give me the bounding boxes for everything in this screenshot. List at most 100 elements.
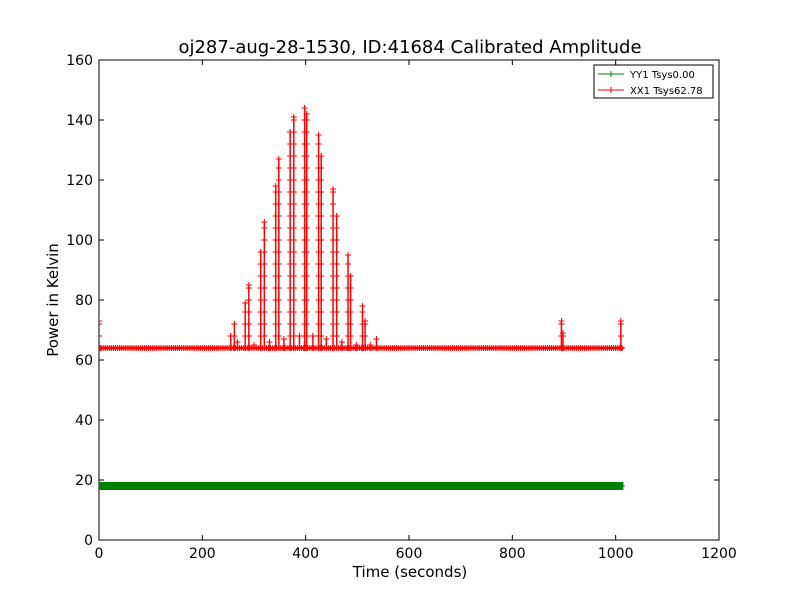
series-1-spike-marker: [275, 285, 282, 291]
series-1-spike-marker: [318, 261, 325, 267]
series-1-spike-marker: [315, 141, 322, 147]
y-tick-label-1: 20: [75, 473, 93, 489]
series-1-point-29: [347, 273, 354, 279]
y-tick-label-6: 120: [66, 173, 93, 189]
series-1-point-27: [338, 339, 345, 345]
series-1-spike-marker: [333, 297, 340, 303]
series-1-spike-marker: [275, 333, 282, 339]
series-1-spike-marker: [245, 297, 252, 303]
series-1-point-23: [318, 153, 325, 159]
series-1-spike-marker: [234, 345, 241, 351]
series-1-spike-marker: [303, 141, 310, 147]
series-1-spike-marker: [290, 141, 297, 147]
series-1-spike-marker: [330, 201, 337, 207]
series-1-spike-marker: [345, 261, 352, 267]
series-1-point-3: [618, 345, 625, 351]
x-tick-label-4: 800: [499, 546, 526, 562]
series-1-spike-marker: [303, 285, 310, 291]
series-1-spike-marker: [318, 333, 325, 339]
series-1: [99, 105, 625, 351]
series-1-point-9: [251, 342, 257, 348]
series-1-spike-marker: [373, 345, 380, 351]
y-tick-label-2: 40: [75, 413, 93, 429]
series-1-spike-marker: [333, 345, 340, 351]
series-0: [99, 482, 625, 490]
series-1-spike-marker: [261, 273, 268, 279]
series-1-spike-marker: [333, 333, 340, 339]
series-1-point-0: [99, 318, 102, 324]
series-1-spike-marker: [275, 237, 282, 243]
legend-label-0: YY1 Tsys0.00: [629, 70, 695, 81]
series-1-spike-marker: [290, 345, 297, 351]
series-1-spike-marker: [318, 309, 325, 315]
series-1-spike-marker: [347, 333, 354, 339]
x-tick-label-1: 200: [189, 546, 216, 562]
series-1-spike-marker: [290, 273, 297, 279]
series-1-spike-marker: [290, 129, 297, 135]
series-1-spike-marker: [303, 333, 310, 339]
y-tick-label-0: 0: [84, 533, 93, 549]
plot-area: [98, 59, 720, 541]
series-1-point-32: [362, 318, 369, 324]
series-1-spike-marker: [290, 261, 297, 267]
series-1-point-12: [266, 339, 273, 345]
legend-box: [593, 64, 714, 99]
y-tick-label-3: 60: [75, 353, 93, 369]
series-1-spike-marker: [290, 189, 297, 195]
series-1-spike-marker: [362, 345, 369, 351]
series-1-point-15: [280, 336, 287, 342]
series-1-spike-marker: [303, 261, 310, 267]
series-1-spike-marker: [245, 321, 252, 327]
series-1-spike-marker: [275, 177, 282, 183]
series-1-spike-marker: [261, 285, 268, 291]
series-1-point-34: [373, 336, 380, 342]
y-tick-label-4: 80: [75, 293, 93, 309]
legend-marker-1: [608, 87, 614, 93]
series-1-spike-marker: [318, 273, 325, 279]
series-1-spike-marker: [290, 237, 297, 243]
series-1-spike-marker: [323, 345, 330, 351]
series-1-spike-marker: [275, 201, 282, 207]
legend: YY1 Tsys0.00 XX1 Tsys62.78: [593, 64, 714, 99]
series-1-spike-marker: [245, 333, 252, 339]
series-1-spike-marker: [290, 297, 297, 303]
series-1-spike-marker: [333, 321, 340, 327]
series-1-spike-marker: [290, 225, 297, 231]
series-1-spike-marker: [261, 261, 268, 267]
x-tick-label-2: 400: [292, 546, 319, 562]
series-1-spike-marker: [275, 309, 282, 315]
series-1-point-13: [272, 183, 279, 189]
series-1-spike-marker: [280, 345, 287, 351]
series-1-spike-marker: [303, 225, 310, 231]
series-1-spike-marker: [245, 345, 252, 351]
series-1-spike-marker: [275, 261, 282, 267]
series-1-spike-marker: [303, 201, 310, 207]
series-1-spike-marker: [261, 321, 268, 327]
x-tick-label-0: 0: [95, 546, 104, 562]
series-1-point-8: [245, 282, 252, 288]
series-1-point-22: [315, 132, 322, 138]
series-1-point-24: [323, 336, 330, 342]
series-1-spike-marker: [303, 321, 310, 327]
series-1-spike-marker: [290, 153, 297, 159]
series-1-spike-marker: [290, 333, 297, 339]
series-1-spike-marker: [99, 333, 102, 339]
series-1-spike-marker: [362, 333, 369, 339]
series-1-spike-marker: [275, 345, 282, 351]
series-1-spike-marker: [617, 333, 624, 339]
series-1-spike-marker: [275, 273, 282, 279]
series-1-spike-marker: [261, 333, 268, 339]
series-1-spike-marker: [303, 129, 310, 135]
series-1-spike-marker: [275, 249, 282, 255]
series-1-spike-marker: [347, 309, 354, 315]
y-axis-label: Power in Kelvin: [44, 243, 62, 357]
series-1-spike-marker: [261, 345, 268, 351]
series-1-spike-marker: [318, 201, 325, 207]
series-1-spike-marker: [275, 165, 282, 171]
series-1-spike-marker: [261, 225, 268, 231]
series-1-point-20: [303, 111, 310, 117]
chart-title: oj287-aug-28-1530, ID:41684 Calibrated A…: [178, 37, 641, 58]
series-1-spike-marker: [318, 225, 325, 231]
x-axis-label: Time (seconds): [352, 563, 468, 581]
series-1-point-2: [617, 318, 624, 324]
